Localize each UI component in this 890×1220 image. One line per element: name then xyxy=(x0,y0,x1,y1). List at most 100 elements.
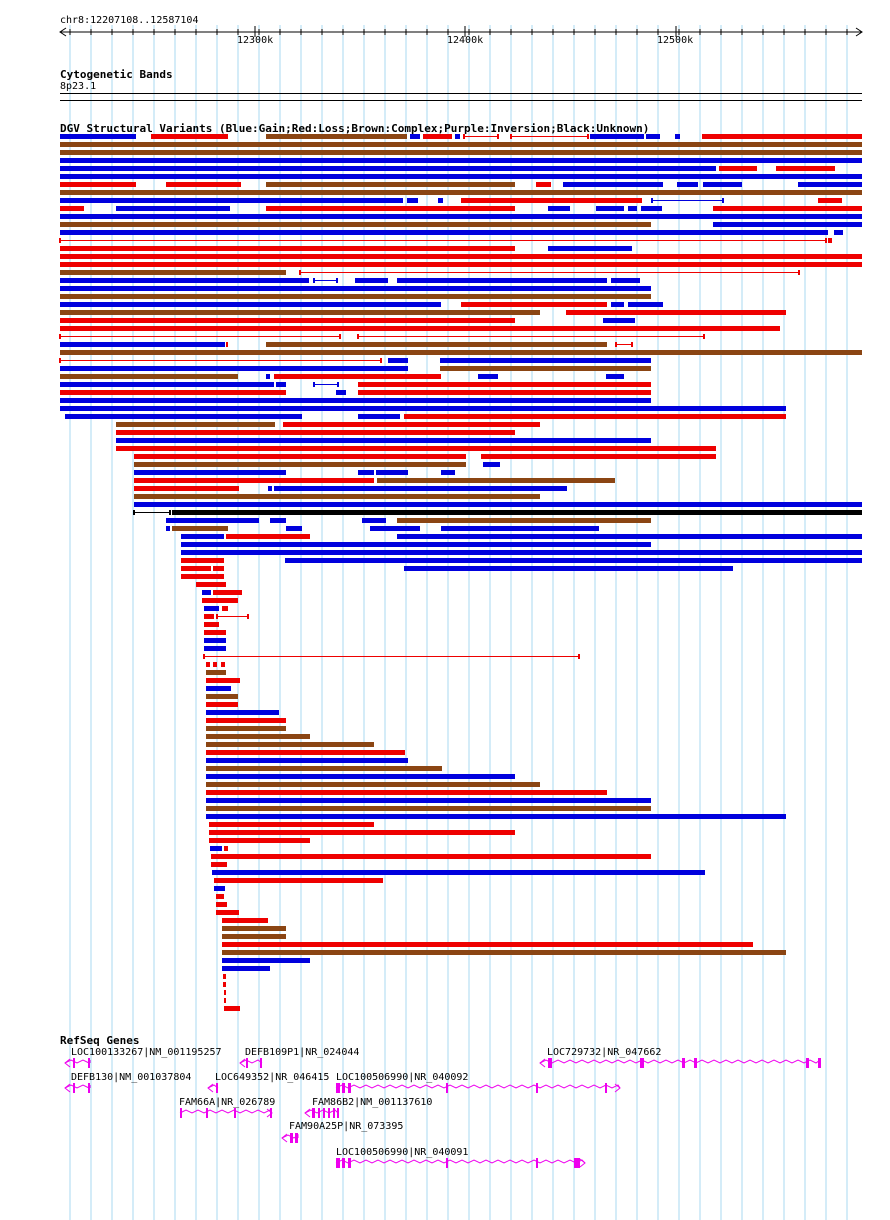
gene-label[interactable]: FAM90A25P|NR_073395 xyxy=(289,1121,404,1132)
dgv-variant[interactable] xyxy=(222,934,286,939)
dgv-variant[interactable] xyxy=(358,390,651,395)
gene-exon[interactable] xyxy=(342,1158,345,1168)
gene-label[interactable]: LOC729732|NR_047662 xyxy=(547,1047,662,1058)
dgv-variant[interactable] xyxy=(60,134,136,139)
dgv-variant[interactable] xyxy=(440,366,651,371)
dgv-variant[interactable] xyxy=(134,470,286,475)
gene-exon[interactable] xyxy=(270,1108,272,1118)
dgv-variant[interactable] xyxy=(134,486,239,491)
dgv-variant[interactable] xyxy=(675,134,680,139)
dgv-variant[interactable] xyxy=(266,134,407,139)
dgv-variant[interactable] xyxy=(483,462,500,467)
gene-exon[interactable] xyxy=(682,1058,685,1068)
dgv-variant[interactable] xyxy=(563,182,663,187)
dgv-variant[interactable] xyxy=(214,886,225,891)
dgv-variant[interactable] xyxy=(60,382,274,387)
gene-label[interactable]: FAM86B2|NM_001137610 xyxy=(312,1097,433,1108)
dgv-variant[interactable] xyxy=(266,342,607,347)
dgv-variant[interactable] xyxy=(397,518,651,523)
dgv-variant[interactable] xyxy=(60,398,651,403)
dgv-variant[interactable] xyxy=(370,526,420,531)
dgv-variant[interactable] xyxy=(358,382,651,387)
dgv-variant[interactable] xyxy=(206,790,607,795)
cytoband-track-title[interactable]: Cytogenetic Bands xyxy=(60,68,173,81)
dgv-variant[interactable] xyxy=(60,286,651,291)
dgv-variant[interactable] xyxy=(397,278,607,283)
gene-label[interactable]: LOC100506990|NR_040091 xyxy=(336,1147,469,1158)
dgv-variant[interactable] xyxy=(206,662,210,667)
dgv-variant[interactable] xyxy=(213,662,217,667)
gene-exon[interactable] xyxy=(73,1083,75,1093)
gene-exon[interactable] xyxy=(336,1158,340,1168)
dgv-variant[interactable] xyxy=(404,566,733,571)
dgv-variant[interactable] xyxy=(181,566,211,571)
dgv-variant[interactable] xyxy=(181,550,862,555)
gene-exon[interactable] xyxy=(348,1158,351,1168)
dgv-variant[interactable] xyxy=(60,158,862,163)
dgv-variant[interactable] xyxy=(377,478,615,483)
gene-exon[interactable] xyxy=(318,1108,320,1118)
gene-intron[interactable] xyxy=(179,1109,273,1114)
dgv-variant[interactable] xyxy=(134,494,540,499)
gene-exon[interactable] xyxy=(694,1058,697,1068)
dgv-variant[interactable] xyxy=(222,950,786,955)
dgv-variant[interactable] xyxy=(358,470,374,475)
dgv-variant[interactable] xyxy=(60,230,828,235)
gene-label[interactable]: LOC649352|NR_046415 xyxy=(215,1072,330,1083)
dgv-variant[interactable] xyxy=(204,646,226,651)
gene-exon[interactable] xyxy=(216,1083,218,1093)
dgv-variant[interactable] xyxy=(226,534,310,539)
dgv-variant[interactable] xyxy=(60,326,780,331)
dgv-variant[interactable] xyxy=(134,502,862,507)
gene-exon[interactable] xyxy=(234,1108,236,1118)
gene-exon[interactable] xyxy=(73,1058,75,1068)
dgv-variant[interactable] xyxy=(116,430,515,435)
dgv-variant[interactable] xyxy=(438,198,443,203)
dgv-variant[interactable] xyxy=(548,206,570,211)
dgv-variant[interactable] xyxy=(355,278,388,283)
dgv-variant[interactable] xyxy=(206,678,240,683)
dgv-variant[interactable] xyxy=(410,134,420,139)
dgv-variant[interactable] xyxy=(206,750,405,755)
dgv-variant[interactable] xyxy=(206,694,238,699)
dgv-variant[interactable] xyxy=(210,846,222,851)
dgv-variant[interactable] xyxy=(222,966,270,971)
dgv-variant[interactable] xyxy=(713,222,862,227)
dgv-variant[interactable] xyxy=(214,878,383,883)
dgv-variant[interactable] xyxy=(116,422,275,427)
gene-exon[interactable] xyxy=(206,1108,208,1118)
dgv-variant[interactable] xyxy=(60,182,136,187)
gene-label[interactable]: LOC100506990|NR_040092 xyxy=(336,1072,469,1083)
gene-exon[interactable] xyxy=(180,1108,182,1118)
dgv-variant[interactable] xyxy=(206,718,286,723)
dgv-variant[interactable] xyxy=(181,534,224,539)
gene-exon[interactable] xyxy=(574,1158,580,1168)
gene-exon[interactable] xyxy=(333,1108,335,1118)
dgv-variant[interactable] xyxy=(206,710,279,715)
dgv-variant[interactable] xyxy=(536,182,551,187)
dgv-variant[interactable] xyxy=(641,206,662,211)
dgv-variant[interactable] xyxy=(60,150,862,155)
gene-exon[interactable] xyxy=(260,1058,262,1068)
gene-exon[interactable] xyxy=(88,1083,90,1093)
dgv-variant[interactable] xyxy=(713,206,862,211)
dgv-variant[interactable] xyxy=(226,342,228,347)
dgv-variant[interactable] xyxy=(60,246,515,251)
dgv-variant[interactable] xyxy=(818,198,842,203)
gene-exon[interactable] xyxy=(605,1083,607,1093)
dgv-variant[interactable] xyxy=(548,246,632,251)
dgv-variant[interactable] xyxy=(404,414,786,419)
dgv-variant[interactable] xyxy=(628,206,637,211)
dgv-variant[interactable] xyxy=(566,310,786,315)
dgv-variant[interactable] xyxy=(677,182,698,187)
dgv-variant[interactable] xyxy=(60,142,862,147)
dgv-variant[interactable] xyxy=(211,862,227,867)
dgv-variant[interactable] xyxy=(60,374,238,379)
dgv-variant[interactable] xyxy=(204,614,214,619)
gene-label[interactable]: LOC100133267|NM_001195257 xyxy=(71,1047,222,1058)
dgv-variant[interactable] xyxy=(202,590,211,595)
dgv-variant[interactable] xyxy=(60,174,862,179)
gene-exon[interactable] xyxy=(640,1058,644,1068)
gene-label[interactable]: DEFB109P1|NR_024044 xyxy=(245,1047,360,1058)
